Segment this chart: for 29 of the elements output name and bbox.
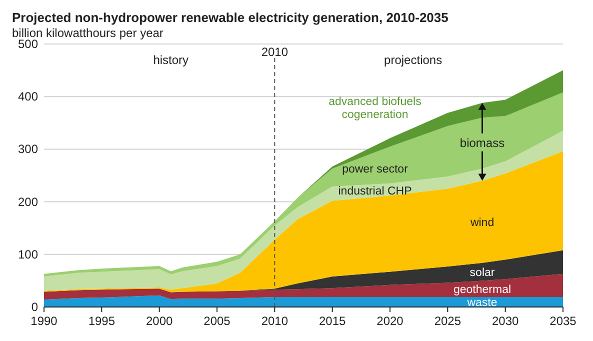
- x-tick-label: 2030: [492, 314, 520, 328]
- x-tick-label: 1990: [30, 314, 58, 328]
- y-tick-label: 100: [18, 247, 38, 262]
- x-tick-label: 2010: [261, 314, 288, 328]
- chart-title: Projected non-hydropower renewable electricity generation, 2010-2035: [12, 10, 448, 25]
- x-tick-label: 2025: [434, 314, 462, 328]
- annotation: biomass: [460, 136, 505, 150]
- x-tick-label: 2015: [318, 314, 346, 328]
- y-tick-label: 500: [18, 37, 38, 51]
- series-label: wind: [469, 216, 494, 229]
- x-tick-label: 1995: [88, 314, 116, 328]
- y-tick-label: 200: [18, 194, 38, 209]
- x-tick-label: 2035: [550, 314, 577, 328]
- series-label: power sector: [342, 163, 408, 176]
- chart-subtitle: billion kilowatthours per year: [12, 26, 164, 40]
- annotation: history: [153, 52, 189, 67]
- annotation: projections: [384, 52, 442, 67]
- series-label: industrial CHP: [338, 186, 412, 198]
- y-tick-label: 400: [18, 90, 38, 104]
- series-label: advanced biofuels cogeneration: [328, 96, 422, 121]
- series-label: geothermal: [453, 284, 512, 296]
- y-tick-label: 300: [18, 142, 38, 156]
- y-tick-label: 0: [31, 300, 38, 314]
- x-tick-label: 2000: [146, 314, 174, 328]
- x-tick-label: 2005: [204, 314, 231, 328]
- series-label: waste: [466, 297, 498, 310]
- ref-line-label: 2010: [261, 45, 288, 59]
- series-label: solar: [470, 266, 495, 279]
- x-tick-label: 2020: [376, 314, 404, 328]
